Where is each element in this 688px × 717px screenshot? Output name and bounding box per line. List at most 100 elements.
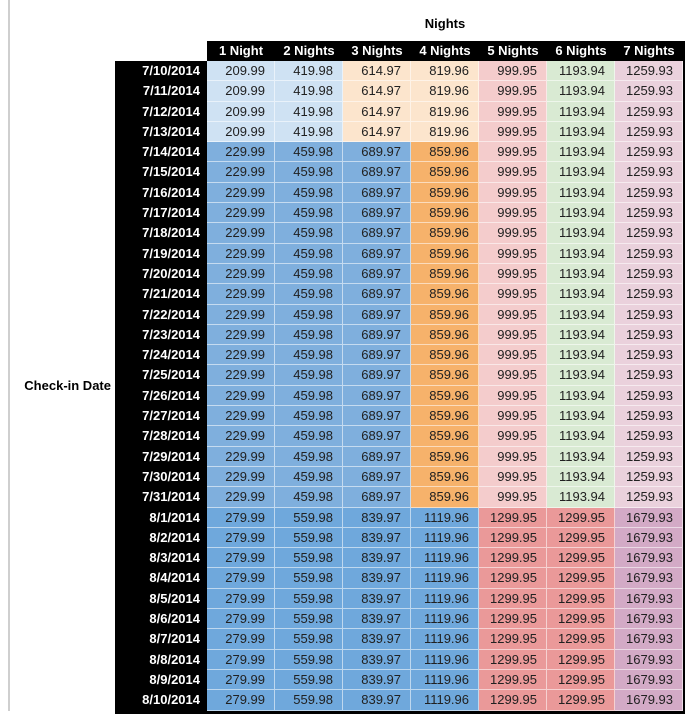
price-cell: 1299.95 <box>547 588 615 610</box>
price-cell: 1679.93 <box>615 669 683 691</box>
price-cell: 459.98 <box>275 345 343 366</box>
price-cell: 689.97 <box>343 385 411 407</box>
price-cell: 1259.93 <box>615 223 683 244</box>
price-cell: 1299.95 <box>547 507 615 528</box>
price-cell: 1299.95 <box>547 609 615 630</box>
col-header-5-nights: 5 Nights <box>479 41 547 61</box>
price-cell: 229.99 <box>207 365 275 386</box>
price-cell: 459.98 <box>275 304 343 325</box>
price-cell: 1299.95 <box>479 548 547 569</box>
col-header-4-nights: 4 Nights <box>411 41 479 61</box>
row-header-date: 7/20/2014 <box>115 263 207 285</box>
price-cell: 839.97 <box>343 507 411 528</box>
row-header-date: 8/10/2014 <box>115 690 207 711</box>
row-header-date: 7/30/2014 <box>115 466 207 488</box>
price-cell: 1193.94 <box>547 243 615 264</box>
price-cell: 859.96 <box>411 223 479 244</box>
price-cell: 229.99 <box>207 304 275 325</box>
price-cell: 999.95 <box>479 203 547 224</box>
price-cell: 689.97 <box>343 162 411 183</box>
price-cell: 419.98 <box>275 61 343 82</box>
row-header-date: 7/13/2014 <box>115 121 207 143</box>
price-cell: 1259.93 <box>615 243 683 264</box>
row-header-date: 7/28/2014 <box>115 426 207 447</box>
table-row: 8/5/2014 279.99 559.98 839.97 1119.96 1299.95… <box>115 588 683 610</box>
price-cell: 1679.93 <box>615 507 683 528</box>
price-cell: 689.97 <box>343 487 411 508</box>
price-cell: 459.98 <box>275 162 343 183</box>
price-cell: 689.97 <box>343 203 411 224</box>
table-row: 8/8/2014 279.99 559.98 839.97 1119.96 1299.95… <box>115 649 683 670</box>
price-cell: 1259.93 <box>615 365 683 386</box>
price-cell: 229.99 <box>207 223 275 244</box>
price-cell: 859.96 <box>411 365 479 386</box>
price-cell: 1119.96 <box>411 527 479 549</box>
table-row: 7/30/2014 229.99 459.98 689.97 859.96 999.95 1… <box>115 466 683 488</box>
price-cell: 459.98 <box>275 487 343 508</box>
price-cell: 279.99 <box>207 609 275 630</box>
price-cell: 839.97 <box>343 629 411 650</box>
price-cell: 559.98 <box>275 609 343 630</box>
price-cell: 1259.93 <box>615 446 683 467</box>
price-cell: 279.99 <box>207 507 275 528</box>
price-cell: 689.97 <box>343 406 411 427</box>
price-cell: 999.95 <box>479 406 547 427</box>
price-cell: 229.99 <box>207 162 275 183</box>
table-row: 8/6/2014 279.99 559.98 839.97 1119.96 1299.95… <box>115 609 683 630</box>
price-cell: 209.99 <box>207 121 275 143</box>
col-header-3-nights: 3 Nights <box>343 41 411 61</box>
row-header-date: 7/25/2014 <box>115 365 207 386</box>
price-cell: 229.99 <box>207 142 275 163</box>
price-cell: 689.97 <box>343 243 411 264</box>
table-row: 8/2/2014 279.99 559.98 839.97 1119.96 1299.95… <box>115 527 683 549</box>
price-cell: 689.97 <box>343 304 411 325</box>
price-cell: 839.97 <box>343 588 411 610</box>
price-cell: 859.96 <box>411 263 479 285</box>
row-header-date: 8/7/2014 <box>115 629 207 650</box>
price-cell: 559.98 <box>275 548 343 569</box>
price-cell: 999.95 <box>479 121 547 143</box>
table-row: 8/7/2014 279.99 559.98 839.97 1119.96 1299.95… <box>115 629 683 650</box>
price-cell: 689.97 <box>343 182 411 204</box>
price-cell: 209.99 <box>207 101 275 122</box>
price-cell: 859.96 <box>411 487 479 508</box>
price-cell: 229.99 <box>207 284 275 305</box>
price-cell: 229.99 <box>207 203 275 224</box>
price-cell: 229.99 <box>207 446 275 467</box>
table-row: 7/16/2014 229.99 459.98 689.97 859.96 999.95 1… <box>115 182 683 204</box>
row-header-date: 7/14/2014 <box>115 142 207 163</box>
table-row: 8/1/2014 279.99 559.98 839.97 1119.96 1299.95… <box>115 507 683 528</box>
price-cell: 1259.93 <box>615 162 683 183</box>
price-cell: 839.97 <box>343 690 411 711</box>
table-row: 7/28/2014 229.99 459.98 689.97 859.96 999.95 1… <box>115 426 683 447</box>
row-header-date: 7/19/2014 <box>115 243 207 264</box>
price-cell: 279.99 <box>207 690 275 711</box>
row-header-date: 7/11/2014 <box>115 81 207 102</box>
price-cell: 1119.96 <box>411 609 479 630</box>
col-header-2-nights: 2 Nights <box>275 41 343 61</box>
table-row: 7/18/2014 229.99 459.98 689.97 859.96 999.95 1… <box>115 223 683 244</box>
price-cell: 1259.93 <box>615 426 683 447</box>
price-cell: 689.97 <box>343 466 411 488</box>
price-cell: 459.98 <box>275 243 343 264</box>
price-cell: 229.99 <box>207 487 275 508</box>
price-cell: 279.99 <box>207 669 275 691</box>
price-cell: 1193.94 <box>547 385 615 407</box>
price-cell: 1119.96 <box>411 669 479 691</box>
price-cell: 999.95 <box>479 487 547 508</box>
price-cell: 1193.94 <box>547 81 615 102</box>
price-cell: 1193.94 <box>547 324 615 346</box>
price-cell: 459.98 <box>275 466 343 488</box>
row-header-date: 7/31/2014 <box>115 487 207 508</box>
price-cell: 1119.96 <box>411 690 479 711</box>
price-cell: 839.97 <box>343 609 411 630</box>
price-cell: 229.99 <box>207 406 275 427</box>
price-cell: 279.99 <box>207 548 275 569</box>
row-header-date: 8/9/2014 <box>115 669 207 691</box>
price-cell: 459.98 <box>275 203 343 224</box>
price-cell: 559.98 <box>275 629 343 650</box>
table-header: 1 Night 2 Nights 3 Nights 4 Nights 5 Nights 6… <box>115 41 683 61</box>
price-cell: 279.99 <box>207 527 275 549</box>
price-cell: 229.99 <box>207 324 275 346</box>
price-cell: 1119.96 <box>411 568 479 589</box>
